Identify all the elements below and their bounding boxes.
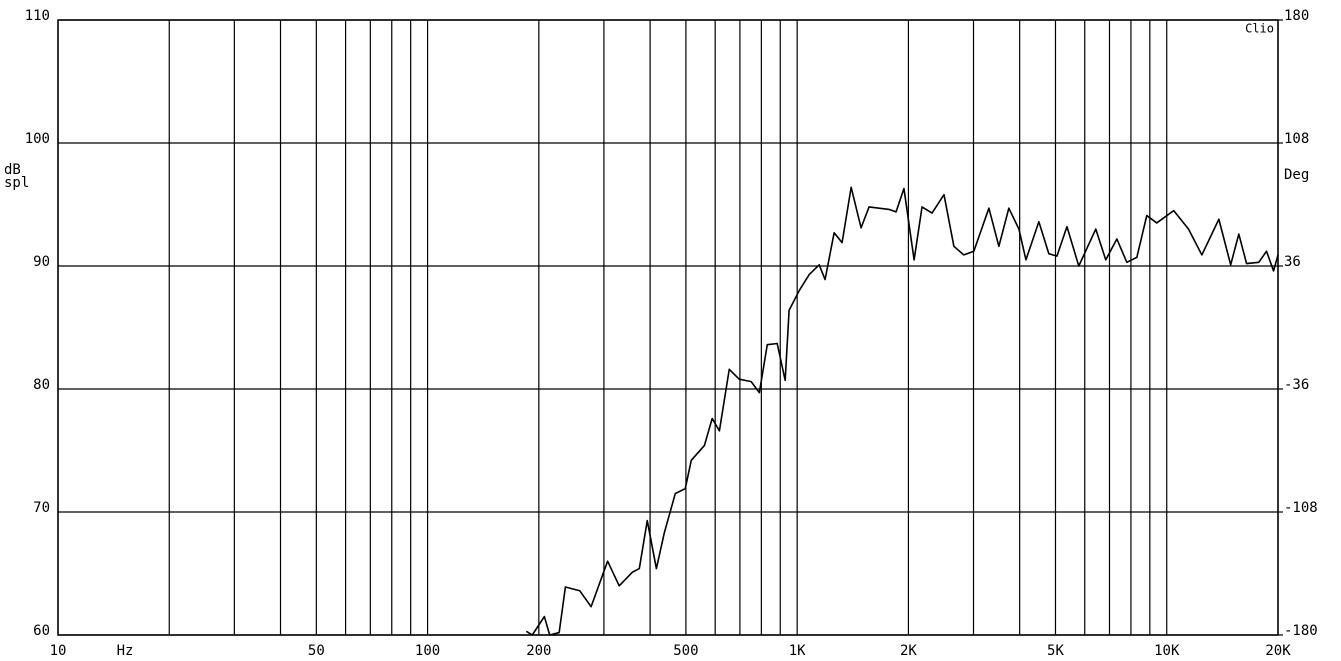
x-tick-label: 100 — [415, 643, 440, 659]
x-tick-label: 50 — [308, 643, 325, 659]
y-tick-label: 110 — [25, 8, 50, 24]
y2-axis-label: Deg — [1284, 167, 1309, 183]
y-tick-label: 90 — [33, 254, 50, 270]
y-tick-label: 70 — [33, 500, 50, 516]
x-axis-label: Hz — [117, 643, 134, 659]
y2-tick-label: -180 — [1284, 623, 1318, 639]
x-tick-label: 2K — [900, 643, 917, 659]
y2-tick-label: -108 — [1284, 500, 1318, 516]
y-axis-label: dB — [4, 162, 21, 178]
x-tick-label: 20K — [1265, 643, 1291, 659]
x-tick-label: 1K — [789, 643, 806, 659]
y2-tick-label: 180 — [1284, 8, 1309, 24]
x-tick-label: 500 — [673, 643, 698, 659]
plot-frame — [57, 19, 1279, 636]
y-tick-label: 60 — [33, 623, 50, 639]
response-line — [525, 186, 1279, 636]
y-axis-label: spl — [4, 175, 29, 191]
x-tick-label: 5K — [1047, 643, 1064, 659]
x-tick-label: 10 — [50, 643, 67, 659]
y-tick-label: 80 — [33, 377, 50, 393]
y2-tick-label: -36 — [1284, 377, 1309, 393]
y-tick-label: 100 — [25, 131, 50, 147]
x-tick-label: 200 — [526, 643, 551, 659]
annotation: Clio — [1245, 22, 1274, 36]
y2-tick-label: 36 — [1284, 254, 1301, 270]
y2-tick-label: 108 — [1284, 131, 1309, 147]
x-tick-label: 10K — [1154, 643, 1180, 659]
